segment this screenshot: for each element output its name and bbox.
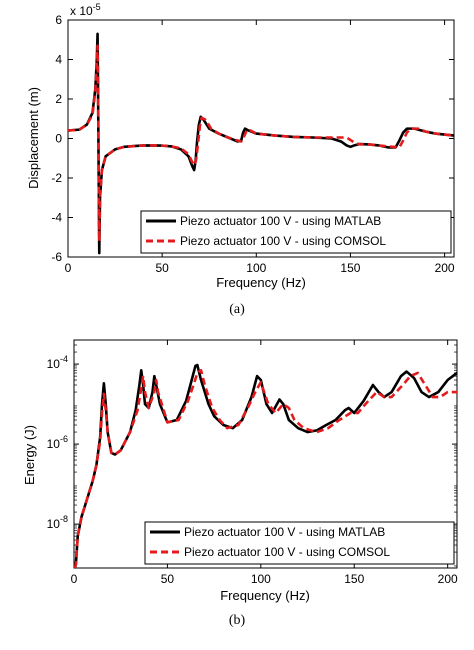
caption-b: (b): [229, 613, 246, 628]
legend-box-b: [144, 521, 455, 565]
y-axis-label-a: Displacement (m): [26, 87, 41, 189]
y-tick-label-a: 0: [55, 132, 62, 146]
x-tick-label-a: 150: [340, 261, 360, 275]
y-tick-label-a: 6: [55, 13, 62, 27]
x-axis-label-a: Frequency (Hz): [216, 275, 306, 290]
caption-a: (a): [229, 302, 245, 317]
x-tick-label-a: 200: [435, 261, 455, 275]
ticks-a: 0 50 100 150 200 -6 -4 -2 0 2 4 6: [51, 13, 455, 275]
legend-label-comsol-b: Piezo actuator 100 V - using COMSOL: [184, 545, 390, 559]
y-tick-label-a: 4: [55, 53, 62, 67]
y-tick-label-a: -4: [51, 211, 62, 225]
x-tick-label-b: 100: [251, 572, 271, 586]
legend-label-matlab-a: Piezo actuator 100 V - using MATLAB: [180, 214, 381, 228]
y-tick-label-b: 10-4: [47, 354, 68, 371]
legend-a: Piezo actuator 100 V - using MATLAB Piez…: [140, 210, 452, 254]
y-tick-label-a: -2: [51, 171, 62, 185]
legend-label-comsol-a: Piezo actuator 100 V - using COMSOL: [180, 234, 386, 248]
y-tick-label-a: -6: [51, 250, 62, 264]
x-tick-label-b: 200: [438, 572, 458, 586]
series-a: [68, 32, 454, 255]
x-axis-label-b: Frequency (Hz): [220, 588, 310, 603]
y-axis-label-b: Energy (J): [22, 425, 37, 485]
y-tick-label-a: 2: [55, 92, 62, 106]
y-tick-label-b: 10-6: [47, 434, 68, 451]
panel-a: 0 50 100 150 200 -6 -4 -2 0 2 4 6 x 10-5 Frequency …: [26, 2, 455, 290]
y-tick-label-b: 10-8: [47, 514, 68, 531]
x-tick-label-a: 0: [65, 261, 72, 275]
series-line-comsol-b: [74, 368, 457, 568]
y-multiplier-a: x 10-5: [70, 2, 101, 18]
legend-b: Piezo actuator 100 V - using MATLAB Piez…: [144, 521, 455, 565]
series-b: [74, 363, 457, 568]
x-tick-label-b: 50: [161, 572, 175, 586]
series-line-comsol-a: [68, 44, 454, 243]
x-tick-label-b: 150: [344, 572, 364, 586]
x-tick-label-b: 0: [71, 572, 78, 586]
x-tick-label-a: 100: [246, 261, 266, 275]
legend-label-matlab-b: Piezo actuator 100 V - using MATLAB: [184, 525, 385, 539]
legend-box-a: [140, 210, 452, 254]
x-tick-label-a: 50: [155, 261, 169, 275]
